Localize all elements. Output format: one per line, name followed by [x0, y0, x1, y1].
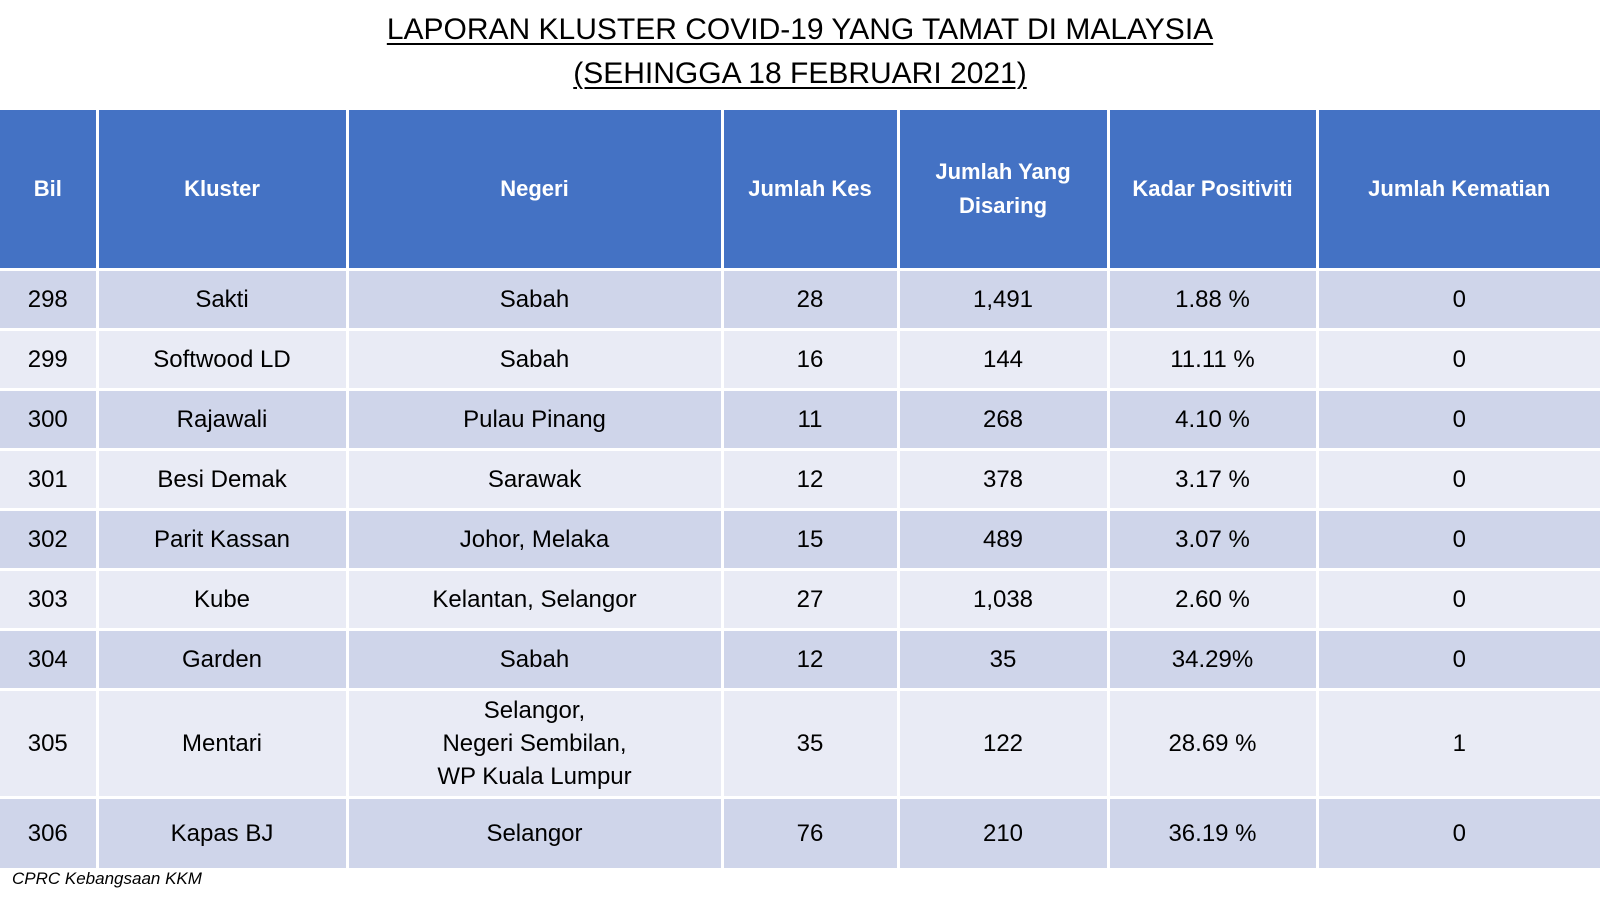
cell-jumlah-kematian: 0 — [1315, 795, 1600, 871]
cell-bil: 303 — [0, 567, 99, 631]
cell-bil: 301 — [0, 447, 99, 511]
table-row: 304 Garden Sabah 12 35 34.29% 0 — [0, 627, 1600, 691]
cell-kluster: Kube — [95, 567, 349, 631]
header-bil: Bil — [0, 110, 99, 271]
cell-negeri: Johor, Melaka — [345, 507, 724, 571]
cell-jumlah-disaring: 268 — [896, 387, 1110, 451]
cell-kadar-positiviti: 28.69 % — [1106, 687, 1319, 799]
title-line-2: (SEHINGGA 18 FEBRUARI 2021) — [573, 57, 1027, 90]
cell-jumlah-kes: 27 — [720, 567, 900, 631]
table-row: 306 Kapas BJ Selangor 76 210 36.19 % 0 — [0, 795, 1600, 871]
cell-bil: 299 — [0, 327, 99, 391]
cell-bil: 302 — [0, 507, 99, 571]
cell-bil: 300 — [0, 387, 99, 451]
header-jumlah-disaring: Jumlah Yang Disaring — [896, 110, 1110, 271]
cell-kadar-positiviti: 2.60 % — [1106, 567, 1319, 631]
cell-kluster: Parit Kassan — [95, 507, 349, 571]
table-row: 299 Softwood LD Sabah 16 144 11.11 % 0 — [0, 327, 1600, 391]
table-row: 301 Besi Demak Sarawak 12 378 3.17 % 0 — [0, 447, 1600, 511]
table-row: 303 Kube Kelantan, Selangor 27 1,038 2.6… — [0, 567, 1600, 631]
cell-bil: 304 — [0, 627, 99, 691]
cell-kluster: Softwood LD — [95, 327, 349, 391]
cell-bil: 306 — [0, 795, 99, 871]
table-row: 300 Rajawali Pulau Pinang 11 268 4.10 % … — [0, 387, 1600, 451]
cell-jumlah-kes: 28 — [720, 267, 900, 331]
cell-kluster: Sakti — [95, 267, 349, 331]
cell-kluster: Kapas BJ — [95, 795, 349, 871]
cell-kluster: Besi Demak — [95, 447, 349, 511]
cell-kadar-positiviti: 3.17 % — [1106, 447, 1319, 511]
cell-jumlah-kematian: 0 — [1315, 627, 1600, 691]
cell-negeri: Sabah — [345, 627, 724, 691]
cell-jumlah-kematian: 0 — [1315, 267, 1600, 331]
cell-jumlah-disaring: 489 — [896, 507, 1110, 571]
cell-negeri: Pulau Pinang — [345, 387, 724, 451]
cell-jumlah-disaring: 378 — [896, 447, 1110, 511]
cell-negeri: Kelantan, Selangor — [345, 567, 724, 631]
cell-jumlah-kes: 15 — [720, 507, 900, 571]
table-row: 298 Sakti Sabah 28 1,491 1.88 % 0 — [0, 267, 1600, 331]
header-kadar-positiviti: Kadar Positiviti — [1106, 110, 1319, 271]
cell-jumlah-disaring: 35 — [896, 627, 1110, 691]
cell-jumlah-disaring: 1,491 — [896, 267, 1110, 331]
cell-jumlah-kematian: 0 — [1315, 447, 1600, 511]
source-note: CPRC Kebangsaan KKM — [12, 869, 202, 888]
cell-kluster: Garden — [95, 627, 349, 691]
cell-negeri: Selangor, Negeri Sembilan, WP Kuala Lump… — [345, 687, 724, 799]
header-negeri: Negeri — [345, 110, 724, 271]
cell-jumlah-disaring: 122 — [896, 687, 1110, 799]
table-row: 305 Mentari Selangor, Negeri Sembilan, W… — [0, 687, 1600, 799]
cell-jumlah-kematian: 0 — [1315, 387, 1600, 451]
cell-kadar-positiviti: 36.19 % — [1106, 795, 1319, 871]
title-line-1: LAPORAN KLUSTER COVID-19 YANG TAMAT DI M… — [386, 13, 1214, 46]
header-jumlah-kematian: Jumlah Kematian — [1315, 110, 1600, 271]
cell-jumlah-kes: 12 — [720, 627, 900, 691]
cell-kadar-positiviti: 1.88 % — [1106, 267, 1319, 331]
cell-jumlah-kes: 12 — [720, 447, 900, 511]
page-title: LAPORAN KLUSTER COVID-19 YANG TAMAT DI M… — [0, 8, 1600, 96]
cell-jumlah-kes: 11 — [720, 387, 900, 451]
table-header-row: Bil Kluster Negeri Jumlah Kes Jumlah Yan… — [0, 110, 1600, 271]
header-jumlah-kes: Jumlah Kes — [720, 110, 900, 271]
cell-jumlah-disaring: 1,038 — [896, 567, 1110, 631]
cell-jumlah-kes: 76 — [720, 795, 900, 871]
cell-jumlah-kematian: 0 — [1315, 327, 1600, 391]
cell-jumlah-kematian: 1 — [1315, 687, 1600, 799]
cell-bil: 305 — [0, 687, 99, 799]
cell-jumlah-disaring: 144 — [896, 327, 1110, 391]
cell-kluster: Rajawali — [95, 387, 349, 451]
cell-kluster: Mentari — [95, 687, 349, 799]
cell-negeri: Selangor — [345, 795, 724, 871]
cell-negeri: Sarawak — [345, 447, 724, 511]
cell-jumlah-kematian: 0 — [1315, 507, 1600, 571]
cell-jumlah-disaring: 210 — [896, 795, 1110, 871]
cell-negeri: Sabah — [345, 267, 724, 331]
cell-kadar-positiviti: 4.10 % — [1106, 387, 1319, 451]
cell-jumlah-kes: 35 — [720, 687, 900, 799]
table-row: 302 Parit Kassan Johor, Melaka 15 489 3.… — [0, 507, 1600, 571]
header-kluster: Kluster — [95, 110, 349, 271]
cell-kadar-positiviti: 34.29% — [1106, 627, 1319, 691]
cell-kadar-positiviti: 3.07 % — [1106, 507, 1319, 571]
cell-kadar-positiviti: 11.11 % — [1106, 327, 1319, 391]
cell-jumlah-kes: 16 — [720, 327, 900, 391]
cell-jumlah-kematian: 0 — [1315, 567, 1600, 631]
cell-negeri: Sabah — [345, 327, 724, 391]
cell-bil: 298 — [0, 267, 99, 331]
cluster-table: Bil Kluster Negeri Jumlah Kes Jumlah Yan… — [0, 110, 1600, 871]
